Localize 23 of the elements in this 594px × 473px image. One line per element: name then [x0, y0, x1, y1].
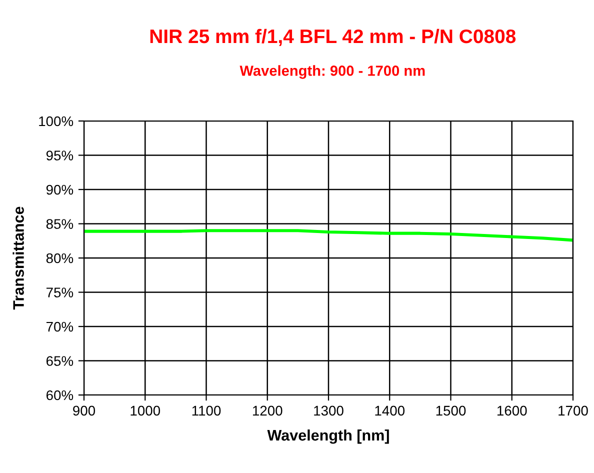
y-tick-label: 85%: [46, 219, 74, 229]
y-tick-label: 100%: [39, 116, 74, 126]
x-tick-label: 1500: [436, 406, 466, 416]
x-tick-label: 1400: [375, 406, 405, 416]
y-tick-label: 65%: [46, 356, 74, 366]
y-tick-label: 60%: [46, 390, 74, 400]
y-tick-label: 75%: [46, 288, 74, 298]
x-tick-label: 1300: [314, 406, 344, 416]
x-tick-label: 1000: [130, 406, 160, 416]
y-tick-label: 80%: [46, 253, 74, 264]
chart-subtitle: Wavelength: 900 - 1700 nm: [240, 65, 425, 79]
y-tick-label: 90%: [46, 184, 74, 195]
line-series: [84, 229, 573, 242]
x-axis-title: Wavelength [nm]: [267, 429, 389, 444]
x-tick-label: 900: [73, 406, 96, 416]
x-tick-label: 1700: [558, 406, 588, 416]
x-tick-label: 1100: [192, 406, 221, 416]
x-tick-label: 1600: [497, 406, 527, 416]
x-tick-label: 1200: [252, 406, 282, 416]
y-tick-label: 95%: [46, 150, 74, 160]
y-axis-title: Transmittance: [12, 206, 24, 310]
y-tick-label: 70%: [46, 322, 74, 332]
chart-title: NIR 25 mm f/1,4 BFL 42 mm - P/N C0808: [150, 28, 516, 46]
